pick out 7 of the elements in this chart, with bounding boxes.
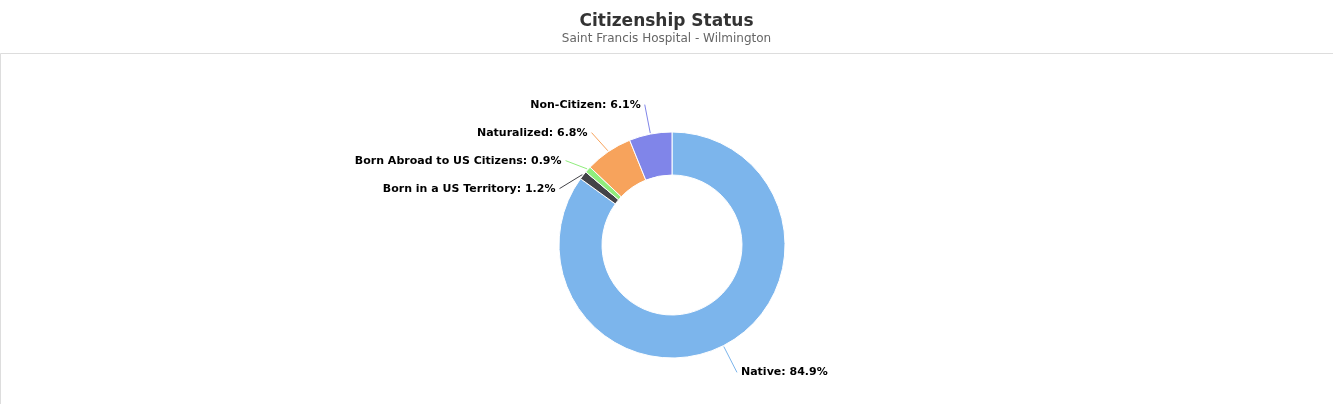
slice-label: Born in a US Territory: 1.2% (382, 181, 556, 195)
slice-label: Non-Citizen: 6.1% (530, 97, 641, 111)
slice-label: Native: 84.9% (740, 365, 828, 379)
chart-title: Citizenship Status (579, 10, 754, 30)
chart-subtitle: Saint Francis Hospital - Wilmington (561, 31, 772, 45)
slice-label: Naturalized: 6.8% (476, 125, 588, 139)
slice-label: Born Abroad to US Citizens: 0.9% (354, 153, 562, 167)
